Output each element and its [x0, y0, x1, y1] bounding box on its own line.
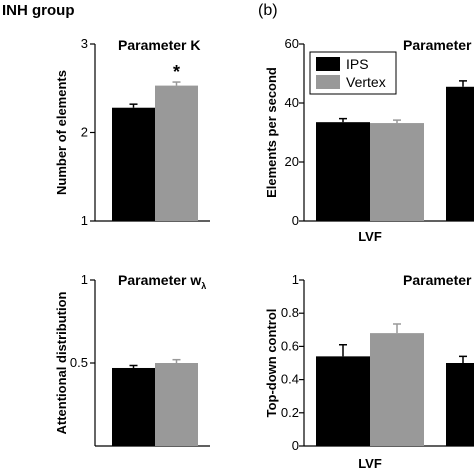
- parameter-c-ytick-label-1: 20: [285, 154, 299, 169]
- parameter-alpha-ytick-label-4: 0.8: [281, 305, 299, 320]
- parameter-c-title: Parameter C: [403, 37, 474, 53]
- parameter-c-legend-label-1: Vertex: [346, 74, 386, 90]
- parameter-c-legend-swatch-1: [316, 75, 340, 89]
- group-label: INH group: [2, 2, 75, 19]
- parameter-c-bar-g0-s0: [316, 122, 370, 221]
- parameter-w-bar-0: [112, 367, 155, 446]
- parameter-w-ytick-label-1: 1: [81, 272, 88, 287]
- parameter-k-ytick-label-2: 3: [81, 36, 88, 51]
- parameter-c-legend-swatch-0: [316, 57, 340, 71]
- parameter-w-bar-1: [155, 363, 198, 446]
- parameter-k-ytick-label-0: 1: [81, 213, 88, 228]
- parameter-alpha-bar-g1-s0: [446, 363, 474, 446]
- parameter-w-ylabel: Attentional distribution: [54, 291, 69, 434]
- parameter-w-title-subscript: λ: [201, 281, 206, 291]
- parameter-alpha-category-label-0: LVF: [358, 456, 382, 471]
- parameter-c-ytick-label-0: 0: [292, 213, 299, 228]
- parameter-k-ylabel: Number of elements: [54, 70, 69, 195]
- parameter-alpha-ytick-label-0: 0: [292, 438, 299, 453]
- parameter-k-bar-1: [155, 85, 198, 221]
- parameter-alpha-title: Parameter α: [403, 272, 474, 288]
- parameter-w-title: Parameter wλ: [118, 272, 206, 291]
- parameter-alpha-ytick-label-3: 0.6: [281, 338, 299, 353]
- parameter-alpha-ytick-label-1: 0.2: [281, 405, 299, 420]
- parameter-c-legend-label-0: IPS: [346, 56, 369, 72]
- parameter-k-title: Parameter K: [118, 37, 201, 53]
- parameter-c-ylabel: Elements per second: [264, 67, 279, 198]
- parameter-c-ytick-label-2: 40: [285, 95, 299, 110]
- parameter-k-bar-0: [112, 107, 155, 221]
- parameter-alpha-bar-g0-s0: [316, 356, 370, 446]
- parameter-alpha-bar-g0-s1: [370, 333, 424, 446]
- parameter-alpha-ytick-label-5: 1: [292, 272, 299, 287]
- parameter-w-ytick-label-0: 0.5: [70, 355, 88, 370]
- parameter-c-category-label-0: LVF: [358, 229, 382, 244]
- parameter-alpha-ytick-label-2: 0.4: [281, 372, 299, 387]
- parameter-c-ytick-label-3: 60: [285, 36, 299, 51]
- panel-b-label: (b): [258, 2, 278, 19]
- parameter-c-bar-g1-s0: [446, 86, 474, 222]
- parameter-k-ytick-label-1: 2: [81, 125, 88, 140]
- parameter-c-bar-g0-s1: [370, 123, 424, 221]
- parameter-alpha-ylabel: Top-down control: [264, 309, 279, 418]
- plots-layer: 1 2 3 Number of elements Parameter K * 0 20 40 60…: [54, 36, 474, 471]
- parameter-k-significance-star: *: [173, 62, 180, 82]
